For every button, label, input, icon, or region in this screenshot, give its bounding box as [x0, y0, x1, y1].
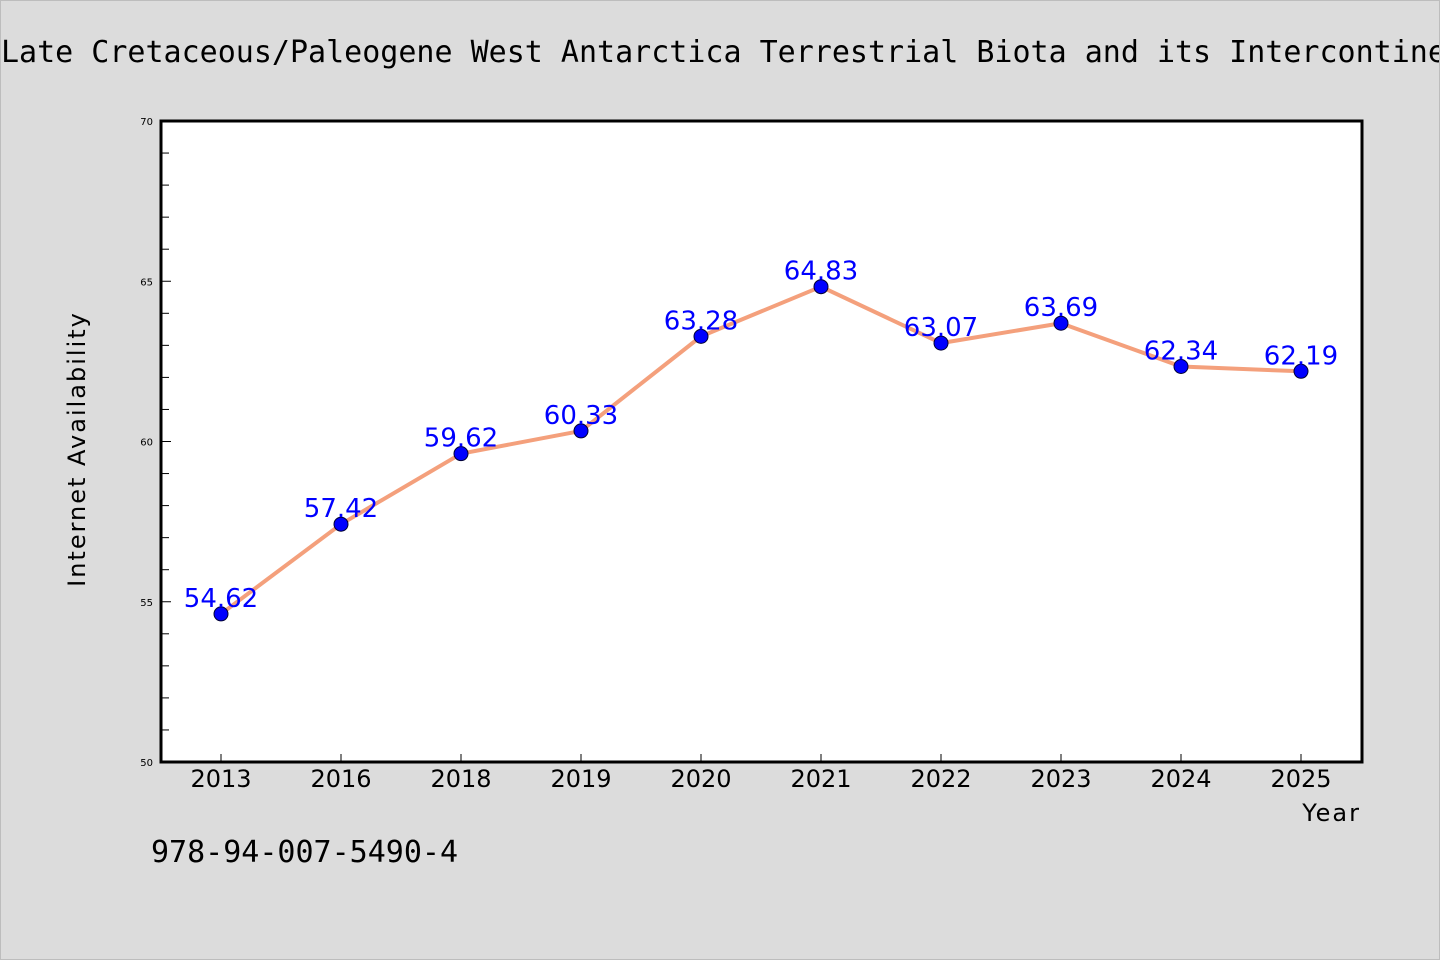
x-tick-label: 2023 [1030, 765, 1091, 793]
data-point [933, 335, 949, 351]
data-label: 60.33 [544, 401, 618, 431]
x-tick-label: 2018 [430, 765, 491, 793]
data-point [813, 279, 829, 295]
data-point [1053, 315, 1069, 331]
data-point [453, 446, 469, 462]
data-point [1293, 363, 1309, 379]
data-point [213, 606, 229, 622]
data-label: 62.34 [1144, 337, 1218, 367]
data-point [333, 516, 349, 532]
data-label: 57.42 [304, 494, 378, 524]
data-label: 64.83 [784, 257, 858, 287]
y-tick-label: 55 [140, 598, 153, 609]
y-tick-label: 60 [140, 438, 153, 449]
x-tick-label: 2016 [310, 765, 371, 793]
data-point [573, 423, 589, 439]
data-label: 54.62 [184, 584, 258, 614]
plot-frame [159, 119, 1364, 764]
x-axis-label: Year [1301, 799, 1361, 827]
plot-area [161, 121, 1362, 762]
data-label: 63.69 [1024, 293, 1098, 323]
data-label: 63.07 [904, 313, 978, 343]
x-tick-label: 2025 [1270, 765, 1331, 793]
y-tick-label: 50 [140, 758, 153, 769]
series-layer [213, 279, 1309, 622]
data-label: 63.28 [664, 306, 738, 336]
x-tick-label: 2019 [550, 765, 611, 793]
y-tick-label: 70 [140, 117, 153, 128]
isbn-label: 978-94-007-5490-4 [151, 835, 459, 870]
x-tick-label: 2013 [190, 765, 251, 793]
data-labels: 54.62 57.42 59.62 60.33 63.28 64.83 63.07 63.69… [184, 257, 1338, 614]
x-axis-ticks: 2013 2016 2018 2019 2020 2021 2022 2023 2024 2025 [190, 754, 1332, 793]
series-line [219, 284, 1303, 616]
data-label: 62.19 [1264, 341, 1338, 371]
data-label: 59.62 [424, 424, 498, 454]
x-tick-label: 2021 [790, 765, 851, 793]
data-point [693, 328, 709, 344]
x-tick-label: 2020 [670, 765, 731, 793]
y-axis-label: Internet Availability [63, 311, 91, 587]
chart-title: Late Cretaceous/Paleogene West Antarctic… [1, 35, 1440, 70]
data-point [1173, 359, 1189, 375]
x-tick-label: 2022 [910, 765, 971, 793]
y-tick-label: 65 [140, 277, 153, 288]
x-tick-label: 2024 [1150, 765, 1211, 793]
